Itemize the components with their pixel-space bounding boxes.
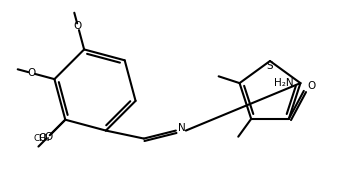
Text: N: N: [178, 123, 186, 132]
Text: O: O: [44, 132, 53, 142]
Text: O: O: [27, 68, 35, 78]
Text: CH₃: CH₃: [34, 134, 50, 143]
Text: O: O: [74, 21, 82, 31]
Text: H₂N: H₂N: [274, 78, 294, 88]
Text: O: O: [39, 133, 47, 143]
Text: O: O: [308, 81, 316, 91]
Text: S: S: [267, 61, 273, 71]
